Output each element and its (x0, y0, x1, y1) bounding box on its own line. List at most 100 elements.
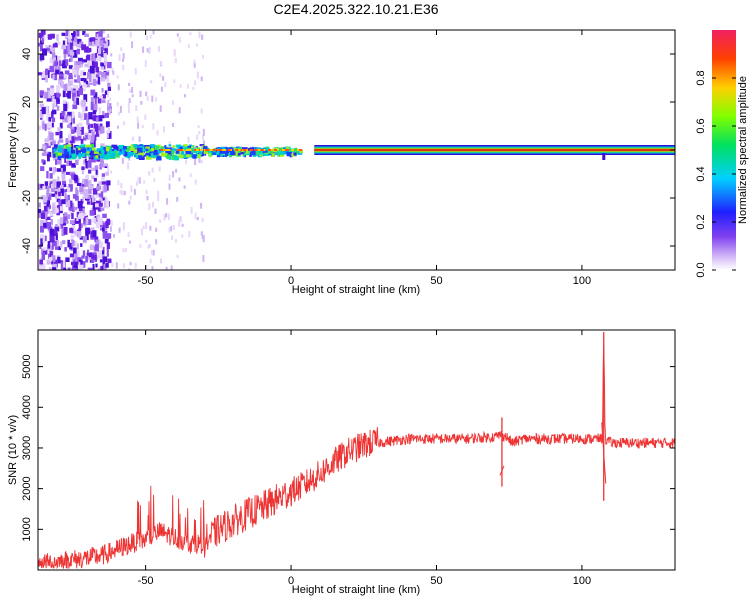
noise-speck (79, 259, 83, 266)
noise-speck (39, 53, 45, 61)
noise-speck (84, 113, 88, 120)
noise-speck (84, 179, 88, 187)
noise-speck (107, 234, 111, 239)
noise-speck (190, 207, 193, 214)
band-blob (145, 153, 151, 156)
noise-speck (55, 224, 60, 228)
noise-speck (128, 108, 130, 113)
noise-speck (74, 79, 79, 83)
noise-speck (87, 219, 92, 225)
noise-speck (56, 93, 60, 98)
noise-speck (71, 173, 76, 180)
noise-speck (202, 128, 205, 136)
noise-speck (91, 41, 95, 47)
noise-speck (102, 94, 106, 99)
band-blob (203, 146, 208, 151)
band-blob (197, 154, 201, 159)
noise-speck (50, 219, 53, 227)
noise-speck (77, 250, 80, 259)
noise-speck (168, 174, 171, 181)
band-blob (245, 150, 249, 154)
noise-speck (107, 82, 111, 87)
noise-speck (57, 41, 61, 45)
noise-speck (79, 82, 82, 87)
band-peak (262, 149, 266, 151)
noise-speck (88, 185, 94, 190)
noise-speck (187, 84, 189, 89)
noise-speck (92, 255, 97, 261)
noise-speck (103, 234, 108, 238)
band-peak (218, 149, 222, 151)
noise-speck (193, 62, 196, 68)
noise-speck (98, 115, 103, 122)
noise-speck (67, 38, 73, 43)
band-blob (119, 148, 122, 154)
noise-speck (72, 228, 76, 233)
noise-speck (84, 191, 88, 199)
noise-speck (107, 165, 110, 172)
noise-speck (129, 195, 132, 200)
band-blob (146, 155, 152, 160)
noise-speck (72, 115, 75, 124)
noise-speck (183, 185, 186, 189)
band-peak (291, 149, 295, 151)
noise-speck (88, 180, 92, 187)
noise-speck (73, 247, 77, 254)
noise-speck (40, 235, 45, 241)
noise-speck (159, 60, 162, 66)
noise-speck (81, 166, 85, 171)
noise-speck (46, 171, 49, 179)
noise-speck (85, 227, 90, 235)
noise-speck (86, 201, 91, 205)
noise-speck (54, 229, 58, 235)
band-blob (136, 147, 142, 151)
band-blob (249, 147, 254, 151)
band-blob (230, 151, 236, 156)
noise-speck (88, 112, 93, 120)
noise-speck (46, 190, 50, 197)
noise-speck (52, 57, 56, 62)
noise-speck (194, 212, 197, 220)
noise-speck (39, 244, 42, 249)
noise-speck (100, 62, 104, 67)
band-blob (194, 150, 198, 154)
noise-speck (202, 255, 205, 262)
noise-speck (95, 66, 100, 73)
noise-speck (118, 54, 121, 61)
noise-speck (71, 129, 75, 134)
band-blob (150, 148, 155, 152)
noise-speck (96, 186, 102, 191)
spectrogram-x-axis: -50 0 50 100 (138, 30, 591, 287)
band-blob (134, 144, 138, 148)
snr-x-label: Height of straight line (km) (292, 584, 420, 596)
noise-speck (101, 181, 106, 185)
band-blob (146, 150, 151, 154)
colorbar-tick: 0.8 (695, 70, 736, 86)
snr-y-tick-label: 3000 (21, 436, 33, 460)
snr-frame (37, 329, 676, 571)
spectrogram-panel: -50 0 50 100 -40 -20 0 20 40 Height of straight… (7, 29, 676, 296)
noise-speck (148, 243, 151, 248)
band-blob (178, 149, 182, 154)
noise-speck (110, 53, 113, 57)
snr-background (38, 330, 675, 570)
band-blob (197, 150, 201, 153)
band-blob (132, 152, 136, 156)
band-blob (216, 150, 220, 155)
noise-speck (144, 60, 147, 67)
noise-speck (87, 72, 92, 80)
noise-speck (57, 160, 62, 165)
noise-speck (95, 39, 100, 47)
noise-speck (149, 259, 152, 264)
spectrogram-y-tick-label: -20 (21, 190, 33, 206)
noise-speck (82, 31, 86, 36)
noise-speck (101, 88, 104, 93)
noise-speck (80, 138, 84, 144)
noise-speck (91, 59, 94, 66)
noise-speck (178, 177, 181, 182)
noise-speck (80, 113, 84, 121)
noise-speck (136, 181, 138, 186)
band-blob (75, 147, 78, 150)
noise-speck (60, 164, 65, 169)
noise-speck (43, 247, 47, 251)
